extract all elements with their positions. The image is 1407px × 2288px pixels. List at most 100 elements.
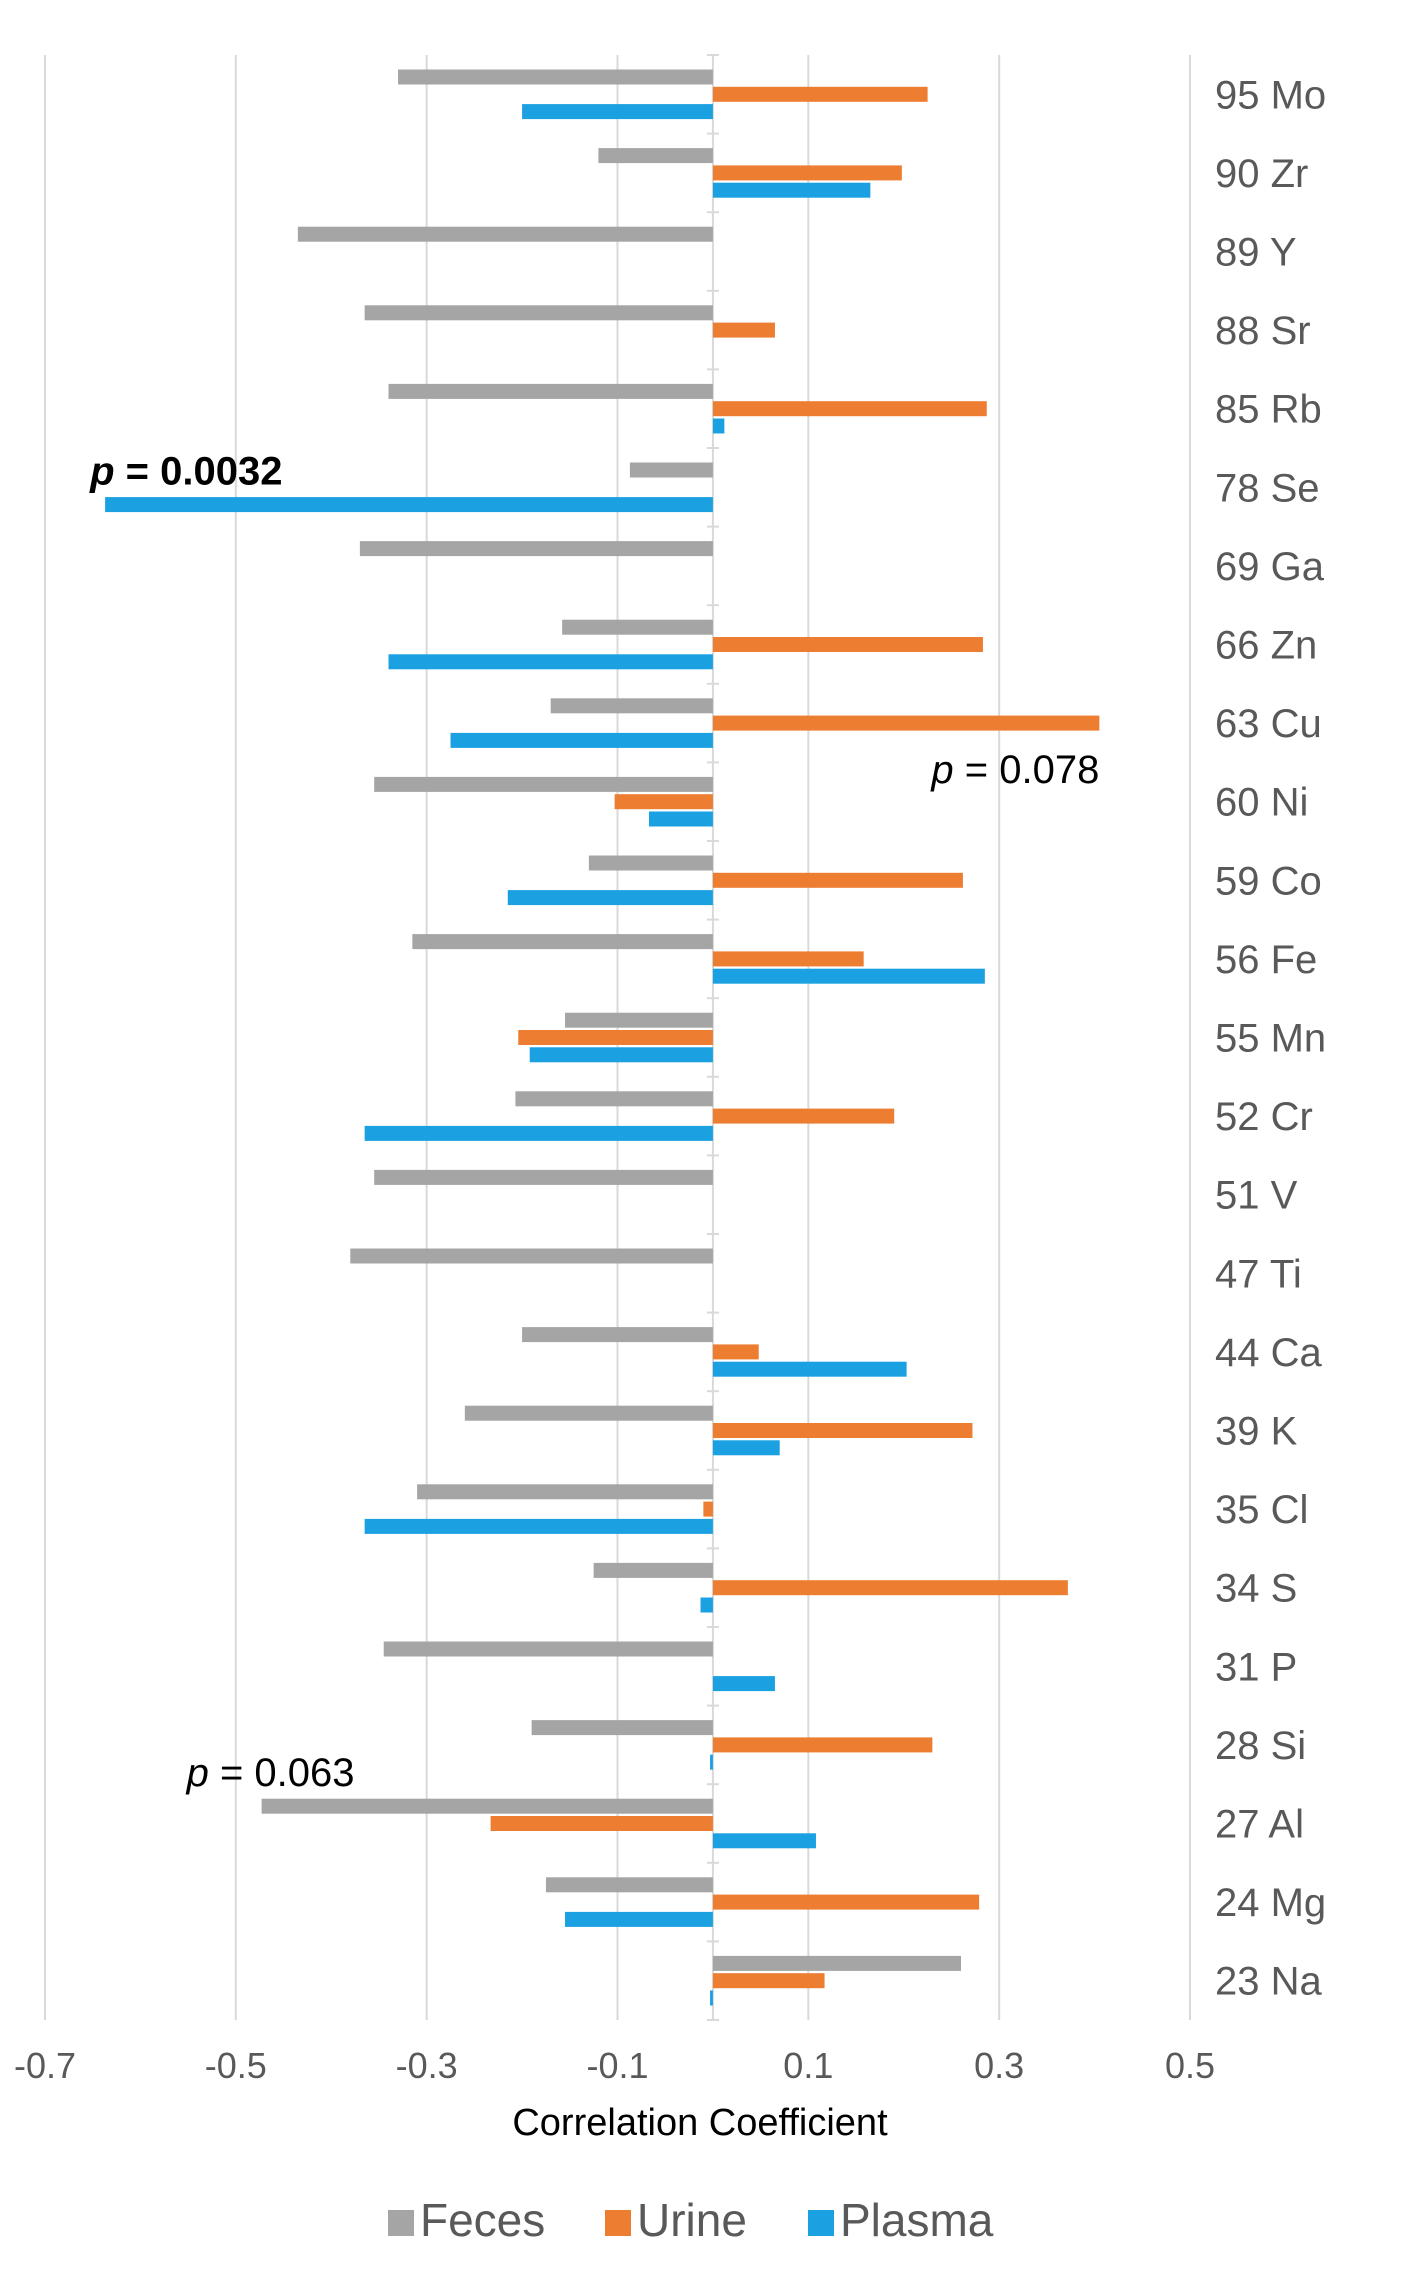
bar-plasma-22 — [712, 1833, 816, 1849]
bar-feces-13 — [515, 1091, 713, 1107]
bar-feces-1 — [598, 148, 713, 164]
bar-plasma-1 — [712, 182, 871, 198]
category-label: 66 Zn — [1215, 624, 1317, 668]
annotation-0: p = 0.0032 — [89, 450, 282, 494]
category-label: 89 Y — [1215, 231, 1297, 275]
bar-plasma-21 — [710, 1754, 713, 1770]
category-label: 63 Cu — [1215, 702, 1322, 746]
bar-feces-17 — [464, 1405, 713, 1421]
bar-feces-5 — [629, 462, 713, 478]
bar-plasma-11 — [712, 968, 985, 984]
x-tick-label: 0.3 — [974, 2045, 1024, 2086]
bar-feces-12 — [565, 1012, 713, 1028]
bar-plasma-24 — [710, 1990, 713, 2006]
category-label: 95 Mo — [1215, 73, 1326, 117]
bar-feces-18 — [417, 1484, 713, 1500]
bar-plasma-12 — [529, 1047, 713, 1063]
bar-plasma-17 — [712, 1440, 780, 1456]
category-label: 28 Si — [1215, 1724, 1306, 1768]
bar-plasma-5 — [105, 497, 713, 513]
category-label: 85 Rb — [1215, 388, 1322, 432]
annotation-2: p = 0.063 — [186, 1751, 355, 1795]
bar-feces-20 — [383, 1641, 713, 1657]
category-label: 69 Ga — [1215, 545, 1325, 589]
category-label: 44 Ca — [1215, 1331, 1322, 1375]
bar-plasma-4 — [712, 418, 725, 434]
bar-urine-12 — [518, 1030, 713, 1045]
bar-plasma-19 — [700, 1597, 713, 1613]
bar-feces-7 — [562, 619, 713, 635]
category-label: 47 Ti — [1215, 1252, 1302, 1296]
bar-feces-4 — [388, 383, 713, 399]
category-label: 31 P — [1215, 1645, 1297, 1689]
bar-urine-7 — [712, 637, 983, 652]
legend-swatch-feces — [388, 2210, 414, 2236]
category-label: 56 Fe — [1215, 938, 1317, 982]
bar-urine-1 — [712, 165, 902, 181]
category-label: 27 Al — [1215, 1803, 1304, 1847]
bar-plasma-23 — [565, 1911, 713, 1927]
category-label: 34 S — [1215, 1567, 1297, 1611]
legend-label-feces: Feces — [420, 2194, 545, 2246]
x-axis-title: Correlation Coefficient — [512, 2102, 888, 2144]
bar-urine-10 — [712, 872, 963, 888]
bar-urine-17 — [712, 1423, 973, 1438]
bar-plasma-13 — [364, 1125, 713, 1141]
bar-urine-21 — [712, 1737, 933, 1753]
bar-feces-19 — [593, 1562, 713, 1578]
bar-feces-11 — [412, 934, 713, 950]
bar-plasma-7 — [388, 654, 713, 670]
legend-swatch-plasma — [808, 2210, 834, 2236]
x-tick-label: -0.5 — [205, 2045, 267, 2086]
bar-feces-21 — [531, 1720, 713, 1736]
bar-feces-23 — [545, 1877, 713, 1893]
bar-plasma-10 — [507, 890, 713, 906]
x-tick-label: 0.1 — [783, 2045, 833, 2086]
bar-feces-15 — [350, 1248, 713, 1264]
bar-feces-2 — [297, 226, 713, 242]
bar-feces-22 — [261, 1798, 713, 1814]
bar-urine-18 — [703, 1501, 713, 1517]
bar-urine-16 — [712, 1344, 759, 1360]
x-tick-label: -0.3 — [396, 2045, 458, 2086]
annotation-1: p = 0.078 — [930, 748, 1099, 792]
category-label: 24 Mg — [1215, 1881, 1326, 1925]
bar-plasma-16 — [712, 1361, 907, 1377]
category-label: 55 Mn — [1215, 1017, 1326, 1061]
bar-plasma-9 — [648, 811, 713, 827]
category-label: 78 Se — [1215, 466, 1320, 510]
bar-urine-23 — [712, 1894, 980, 1910]
x-tick-label: -0.1 — [586, 2045, 648, 2086]
bar-urine-3 — [712, 322, 775, 338]
bar-urine-4 — [712, 401, 987, 417]
category-label: 88 Sr — [1215, 309, 1311, 353]
legend-label-plasma: Plasma — [840, 2194, 994, 2246]
bar-feces-14 — [374, 1169, 713, 1185]
category-label: 59 Co — [1215, 859, 1322, 903]
bar-urine-11 — [712, 951, 864, 967]
bar-feces-24 — [712, 1955, 961, 1971]
legend-swatch-urine — [605, 2210, 631, 2236]
bar-urine-22 — [490, 1816, 713, 1831]
bar-feces-3 — [364, 305, 713, 321]
bar-feces-8 — [550, 698, 713, 714]
x-tick-label: -0.7 — [14, 2045, 76, 2086]
category-label: 90 Zr — [1215, 152, 1308, 196]
bar-plasma-20 — [712, 1676, 775, 1692]
category-label: 39 K — [1215, 1410, 1298, 1454]
bar-urine-8 — [712, 715, 1100, 731]
bar-feces-10 — [588, 855, 713, 871]
category-label: 51 V — [1215, 1174, 1298, 1218]
bar-feces-6 — [359, 541, 713, 557]
bar-feces-16 — [522, 1327, 713, 1343]
bar-urine-19 — [712, 1580, 1068, 1596]
bar-urine-0 — [712, 86, 928, 102]
bar-urine-9 — [614, 794, 713, 810]
x-tick-label: 0.5 — [1165, 2045, 1215, 2086]
bar-plasma-0 — [522, 104, 713, 120]
bar-feces-9 — [374, 776, 713, 792]
bar-plasma-8 — [450, 732, 713, 748]
bar-urine-13 — [712, 1108, 895, 1124]
